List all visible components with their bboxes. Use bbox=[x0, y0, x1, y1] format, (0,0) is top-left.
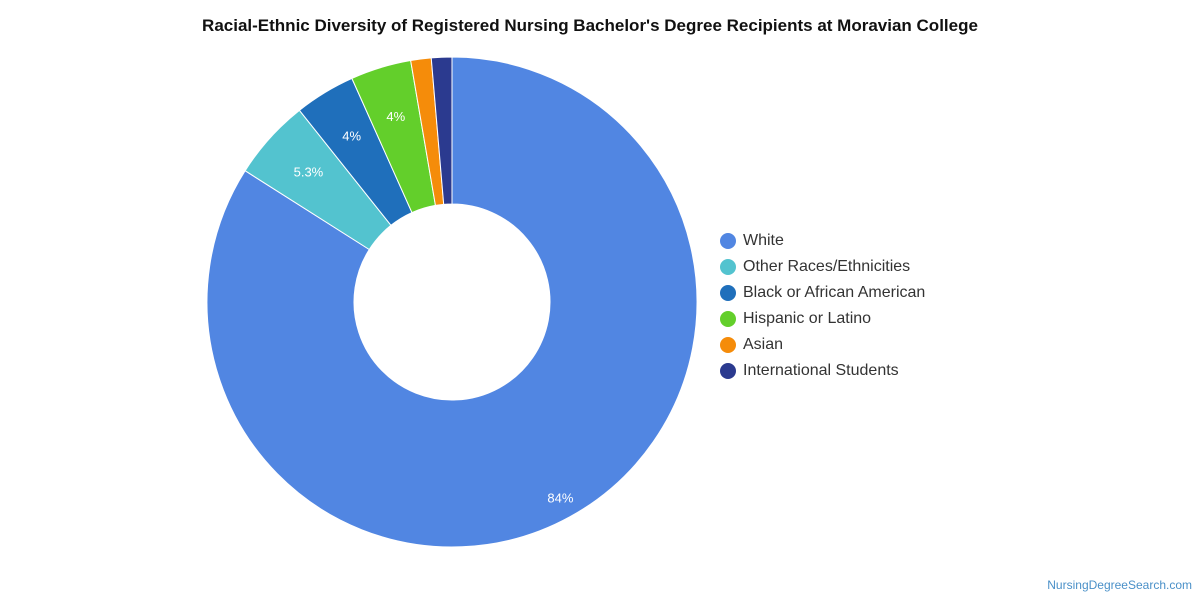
legend-item[interactable]: Asian bbox=[720, 332, 925, 358]
legend-item[interactable]: International Students bbox=[720, 358, 925, 384]
slice-label: 4% bbox=[386, 109, 405, 124]
legend-swatch bbox=[720, 259, 736, 275]
chart-legend: White Other Races/Ethnicities Black or Afr… bbox=[720, 228, 925, 384]
slice-label: 5.3% bbox=[294, 164, 324, 179]
chart-title: Racial-Ethnic Diversity of Registered Nu… bbox=[202, 16, 978, 35]
legend-item[interactable]: Other Races/Ethnicities bbox=[720, 254, 925, 280]
legend-label: Hispanic or Latino bbox=[743, 310, 872, 327]
legend-label: International Students bbox=[743, 362, 899, 379]
legend-label: Black or African American bbox=[743, 284, 926, 301]
source-watermark[interactable]: NursingDegreeSearch.com bbox=[1047, 578, 1192, 592]
legend-label: Other Races/Ethnicities bbox=[743, 258, 911, 275]
legend-swatch bbox=[720, 363, 736, 379]
legend-swatch bbox=[720, 337, 736, 353]
legend-swatch bbox=[720, 311, 736, 327]
slice-label: 4% bbox=[342, 129, 361, 144]
legend-label: Asian bbox=[743, 336, 784, 353]
legend-item[interactable]: Hispanic or Latino bbox=[720, 306, 925, 332]
legend-swatch bbox=[720, 285, 736, 301]
legend-label: White bbox=[743, 232, 784, 249]
legend-swatch bbox=[720, 233, 736, 249]
slice-label: 84% bbox=[547, 491, 573, 506]
legend-item[interactable]: White bbox=[720, 228, 925, 254]
slice-international-students[interactable] bbox=[430, 56, 453, 205]
legend-item[interactable]: Black or African American bbox=[720, 280, 925, 306]
slice-white[interactable] bbox=[206, 56, 698, 548]
